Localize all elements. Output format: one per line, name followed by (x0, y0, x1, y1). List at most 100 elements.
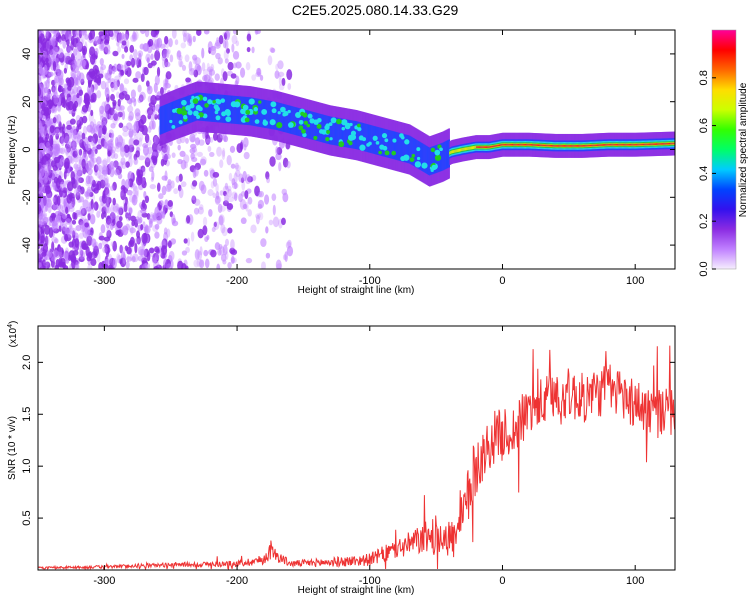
spectrogram-noise-blob (140, 208, 147, 214)
ridge-core (355, 121, 358, 150)
ridge-red (590, 144, 593, 147)
ridge-speckle (253, 107, 258, 112)
ridge-red (532, 144, 535, 146)
ridge-red (587, 144, 590, 147)
spectrogram-noise-blob (96, 210, 101, 219)
spectrogram-noise-blob (94, 148, 98, 155)
ridge-red (479, 146, 481, 148)
ridge-core (342, 118, 345, 147)
ridge-core (331, 116, 333, 145)
ridge-core (406, 134, 409, 163)
spectrogram-noise-blob (257, 203, 263, 209)
spectrogram-noise-blob (112, 197, 116, 206)
ridge-speckle (439, 147, 443, 152)
spectrogram-noise-blob (136, 230, 141, 239)
ridge-core (391, 130, 394, 159)
spectrogram-noise-blob (276, 263, 283, 269)
spectrogram-noise-blob (139, 30, 146, 35)
spectrogram-noise-blob (85, 206, 92, 212)
ridge-core (396, 132, 398, 161)
spectrogram-noise-blob (220, 254, 227, 262)
ridge-red (530, 143, 532, 146)
ridge-speckle (319, 129, 324, 134)
spectrogram-noise-blob (70, 69, 77, 79)
spectrogram-noise-blob (66, 124, 72, 130)
spectrogram-noise-blob (92, 241, 99, 250)
spectrogram-noise-blob (90, 150, 95, 161)
spectrogram-noise-blob (191, 156, 198, 162)
spectrogram-noise-blob (210, 63, 215, 71)
spectrogram-noise-blob (177, 144, 181, 151)
spectrogram-noise-blob (181, 250, 188, 256)
ridge-core (327, 115, 330, 144)
ridge-core (422, 143, 424, 172)
spectrogram-noise-blob (194, 249, 200, 260)
spectrogram-noise-blob (38, 137, 44, 143)
ridge-speckle (381, 132, 388, 139)
spectrogram-noise-blob (57, 103, 62, 113)
spectrogram-noise-blob (216, 37, 220, 43)
snr-y-ticks: 0.5 1.0 1.5 2.0 (21, 355, 675, 526)
spectrogram-noise-blob (247, 196, 253, 205)
ridge-speckle (404, 139, 410, 145)
spectrogram-noise-blob (140, 224, 144, 231)
spectrogram-noise-blob (96, 144, 102, 150)
snr-series-line (38, 345, 675, 570)
spectrogram-noise-blob (64, 148, 69, 156)
ridge-red (618, 143, 620, 146)
ridge-red (611, 143, 614, 146)
spectrogram-noise-blob (70, 35, 75, 46)
spectrogram-noise-blob (227, 196, 235, 203)
ridge-red (652, 143, 655, 146)
ridge-red (477, 146, 479, 148)
spectrogram-noise-blob (122, 131, 129, 137)
ridge-core (335, 117, 337, 146)
ridge-core (172, 101, 175, 130)
ridge-red (606, 143, 608, 146)
spectrogram-noise-blob (73, 163, 79, 170)
ridge-speckle (230, 101, 237, 108)
spectrogram-noise-blob (135, 112, 141, 121)
ridge-red (558, 145, 560, 147)
ridge-core (292, 106, 294, 135)
spectrogram-noise-blob (107, 77, 111, 84)
spectrogram-noise-blob (52, 86, 56, 98)
ridge-red (519, 143, 522, 146)
spectrogram-noise-blob (55, 146, 61, 157)
spectrogram-noise-blob (63, 198, 67, 207)
ridge-core (297, 107, 300, 136)
snr-y-tick-label: 2.0 (21, 355, 33, 370)
ridge-yellow (457, 149, 460, 152)
spectrogram-noise-blob (109, 211, 116, 220)
spectrogram-noise-blob (41, 73, 46, 80)
spectrogram-noise-blob (58, 74, 64, 84)
spectrogram-noise-blob (78, 170, 83, 177)
spectrogram-noise-blob (107, 253, 113, 264)
spectrogram-noise-blob (151, 142, 159, 153)
ridge-red (484, 146, 487, 148)
snr-exponent-power: 4 (7, 324, 14, 328)
ridge-core (202, 93, 204, 121)
spectrogram-noise-blob (128, 194, 136, 203)
spectrogram-y-tick-label: -40 (21, 237, 33, 253)
spectrogram-noise-blob (56, 73, 61, 82)
spectrogram-noise-blob (113, 111, 121, 122)
spectrogram-noise-blob (72, 30, 77, 38)
spectrogram-noise-blob (90, 109, 94, 117)
spectrogram-noise-blob (152, 214, 157, 221)
spectrogram-noise-blob (38, 101, 41, 112)
ridge-red (548, 144, 551, 147)
ridge-core (302, 109, 305, 138)
ridge-speckle (434, 149, 441, 156)
ridge-yellow (461, 148, 464, 152)
ridge-core (443, 141, 446, 170)
spectrogram-noise-blob (94, 36, 101, 45)
ridge-speckle (384, 150, 390, 156)
spectrogram-noise-blob (224, 39, 229, 50)
spectrogram-noise-blob (224, 238, 229, 246)
ridge-speckle (338, 141, 345, 148)
ridge-core (369, 124, 372, 153)
ridge-red (603, 144, 606, 146)
ridge-core (229, 95, 231, 124)
spectrogram-noise-blob (193, 207, 200, 215)
